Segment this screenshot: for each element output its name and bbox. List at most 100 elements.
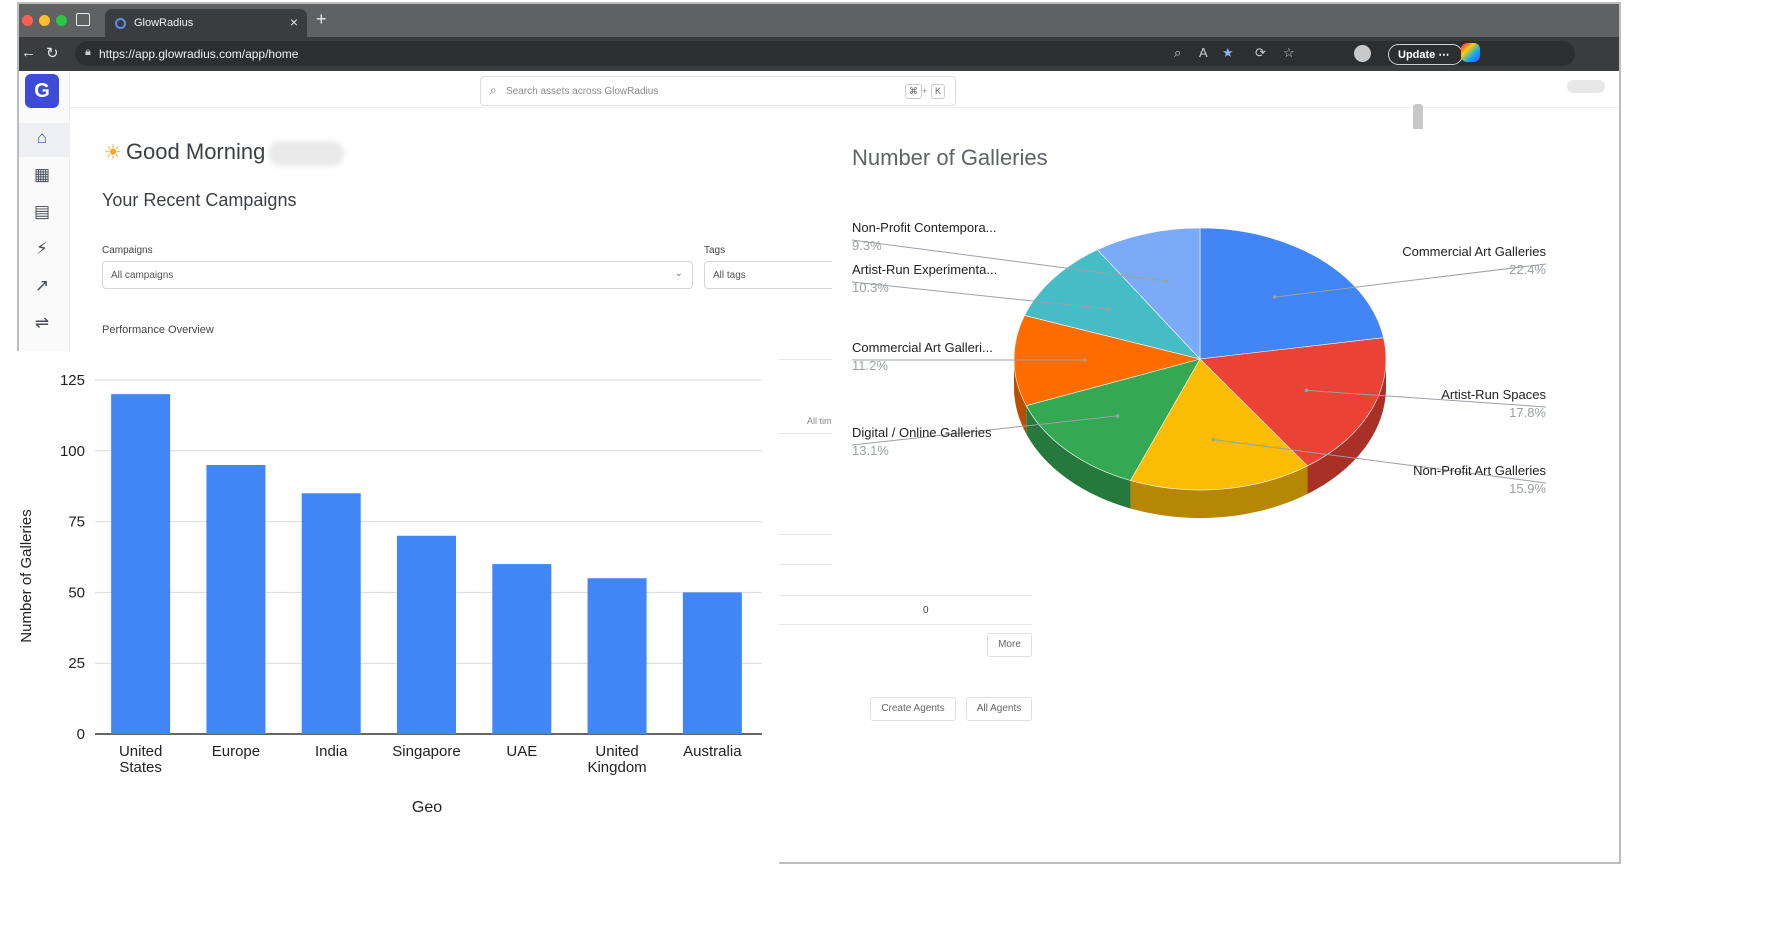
pie-chart-title: Number of Galleries bbox=[852, 145, 1048, 170]
sidebar-toggle-icon[interactable] bbox=[76, 13, 90, 26]
x-tick-label: Europe bbox=[212, 743, 260, 760]
bar bbox=[397, 536, 456, 734]
table-cell-value: 0 bbox=[923, 605, 929, 616]
bar bbox=[683, 592, 742, 734]
y-tick-label: 125 bbox=[60, 372, 85, 389]
global-search[interactable]: ⌕ Search assets across GlowRadius ⌘ + K bbox=[480, 76, 956, 106]
read-aloud-icon[interactable]: A bbox=[1199, 45, 1208, 60]
more-button[interactable]: More bbox=[987, 633, 1032, 657]
performance-overview-title: Performance Overview bbox=[102, 324, 214, 336]
y-tick-label: 50 bbox=[68, 584, 85, 601]
pie-chart-panel: Number of Galleries Commercial Art Galle… bbox=[832, 129, 1572, 576]
pie-slice-percent: 22.4% bbox=[1509, 262, 1546, 277]
back-icon[interactable]: ← bbox=[21, 44, 36, 61]
tab-close-icon[interactable]: × bbox=[290, 14, 298, 30]
recent-campaigns-title: Your Recent Campaigns bbox=[102, 190, 296, 211]
home-icon[interactable]: ⌂ bbox=[32, 128, 52, 148]
new-tab-button[interactable]: + bbox=[316, 9, 327, 30]
x-tick-label: Singapore bbox=[392, 743, 460, 760]
y-tick-label: 25 bbox=[68, 655, 85, 672]
favorite-star-icon[interactable]: ★ bbox=[1222, 45, 1234, 61]
search-icon: ⌕ bbox=[490, 83, 497, 98]
tags-label: Tags bbox=[704, 245, 725, 256]
bolt-icon[interactable]: ⚡︎ bbox=[32, 239, 52, 259]
maximize-window-button[interactable] bbox=[56, 15, 67, 26]
favicon-icon bbox=[115, 18, 126, 29]
pie-slice-label: Non-Profit Contempora... bbox=[852, 220, 997, 235]
pie-leader-dot bbox=[1305, 389, 1309, 393]
pie-slice-label: Artist-Run Experimenta... bbox=[852, 262, 997, 277]
tab-title: GlowRadius bbox=[134, 17, 193, 29]
y-tick-label: 75 bbox=[68, 514, 85, 531]
top-bar: ⌕ Search assets across GlowRadius ⌘ + K bbox=[70, 71, 1619, 108]
profile-avatar[interactable] bbox=[1354, 45, 1371, 62]
pie-slice-percent: 15.9% bbox=[1509, 481, 1546, 496]
pie-leader-dot bbox=[1273, 295, 1277, 299]
table-divider bbox=[779, 564, 839, 565]
pie-chart: Number of Galleries Commercial Art Galle… bbox=[832, 129, 1572, 576]
pie-leader-dot bbox=[1083, 358, 1087, 362]
minimize-window-button[interactable] bbox=[39, 15, 50, 26]
zoom-icon[interactable]: ⌕ bbox=[1174, 45, 1181, 61]
campaigns-select-value: All campaigns bbox=[111, 270, 173, 281]
pie-leader-dot bbox=[1107, 307, 1111, 311]
x-tick-label: UAE bbox=[506, 743, 537, 760]
shortcut-cmd-key: ⌘ bbox=[905, 84, 922, 99]
table-icon[interactable]: ▦ bbox=[32, 165, 52, 185]
all-agents-button[interactable]: All Agents bbox=[966, 697, 1032, 721]
trend-icon[interactable]: ↗ bbox=[32, 276, 52, 296]
url-field[interactable]: 🔒︎ https://app.glowradius.com/app/home ⌕… bbox=[75, 41, 1575, 66]
glowradius-logo[interactable]: G bbox=[25, 74, 59, 108]
bar-chart: Geo Number of Galleries 0255075100125Uni… bbox=[0, 351, 779, 939]
favorites-list-icon[interactable]: ☆ bbox=[1283, 45, 1295, 61]
document-icon[interactable]: ▤ bbox=[32, 202, 52, 222]
pie-slice-label: Digital / Online Galleries bbox=[852, 425, 992, 440]
pie-slice-percent: 17.8% bbox=[1509, 405, 1546, 420]
x-tick-label: Australia bbox=[683, 743, 742, 760]
pie-leader-dot bbox=[1212, 438, 1216, 442]
pie-leader-dot bbox=[1116, 414, 1120, 418]
bar bbox=[492, 564, 551, 734]
table-divider bbox=[779, 595, 1032, 596]
greeting-text: Good Morning bbox=[126, 139, 265, 164]
pie-slice-label: Artist-Run Spaces bbox=[1441, 387, 1546, 402]
bar bbox=[206, 465, 265, 734]
y-tick-label: 100 bbox=[60, 443, 85, 460]
search-placeholder: Search assets across GlowRadius bbox=[506, 86, 658, 97]
flow-icon[interactable]: ⇌ bbox=[32, 313, 52, 333]
pie-slice-percent: 10.3% bbox=[852, 280, 889, 295]
bar bbox=[302, 493, 361, 734]
create-agents-button[interactable]: Create Agents bbox=[870, 697, 956, 721]
lock-icon: 🔒︎ bbox=[85, 46, 91, 59]
bar bbox=[588, 578, 647, 734]
pie-slice-percent: 13.1% bbox=[852, 443, 889, 458]
address-bar-row: ← ↻ 🔒︎ https://app.glowradius.com/app/ho… bbox=[19, 37, 1619, 71]
reload-icon[interactable]: ↻ bbox=[46, 44, 59, 62]
table-divider bbox=[779, 624, 1032, 625]
copilot-icon[interactable] bbox=[1461, 43, 1480, 62]
pie-slice-percent: 9.3% bbox=[852, 238, 882, 253]
update-button[interactable]: Update ⋯ bbox=[1388, 44, 1463, 65]
pie-leader-dot bbox=[1165, 279, 1169, 283]
y-axis-label: Number of Galleries bbox=[18, 509, 35, 642]
bar bbox=[111, 394, 170, 734]
pie-slice bbox=[1200, 228, 1384, 359]
pie-slice-label: Commercial Art Galleries bbox=[1402, 244, 1546, 259]
x-tick-label: India bbox=[315, 743, 348, 760]
pie-slice-percent: 11.2% bbox=[852, 358, 888, 373]
shortcut-plus: + bbox=[922, 86, 927, 96]
close-window-button[interactable] bbox=[22, 15, 33, 26]
url-text: https://app.glowradius.com/app/home bbox=[99, 47, 298, 61]
extensions-icon[interactable]: ⟳ bbox=[1255, 45, 1266, 61]
table-divider bbox=[779, 534, 839, 535]
pie-slice-label: Non-Profit Art Galleries bbox=[1413, 463, 1546, 478]
top-right-toggle[interactable] bbox=[1567, 80, 1605, 93]
greeting: ☀Good Morning bbox=[104, 139, 265, 165]
table-divider bbox=[779, 359, 839, 360]
table-divider bbox=[779, 433, 839, 434]
browser-tab[interactable]: GlowRadius × bbox=[105, 9, 307, 37]
campaigns-select[interactable]: All campaigns ⌄ bbox=[102, 261, 693, 289]
